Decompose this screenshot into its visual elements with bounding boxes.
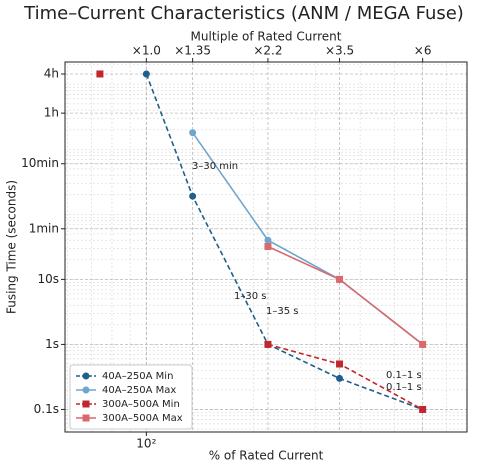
y-axis-label: Fusing Time (seconds) — [5, 180, 19, 314]
marker — [264, 236, 272, 244]
legend-label: 40A–250A Min — [102, 371, 173, 382]
top-tick-label: ×6 — [414, 44, 432, 58]
marker — [189, 192, 197, 200]
y-tick-label: 0.1s — [34, 402, 59, 416]
legend-marker — [82, 414, 90, 422]
y-tick-label: 10s — [37, 272, 59, 286]
chart-title: Time–Current Characteristics (ANM / MEGA… — [23, 3, 464, 24]
marker — [96, 70, 104, 78]
annotation: 3–30 min — [192, 161, 238, 172]
legend-label: 300A–500A Max — [102, 413, 183, 424]
annotation: 0.1–1 s — [386, 382, 422, 393]
marker — [336, 275, 344, 283]
legend-label: 300A–500A Min — [102, 399, 180, 410]
legend-label: 40A–250A Max — [102, 385, 176, 396]
top-tick-label: ×1.0 — [132, 44, 161, 58]
y-tick-label: 1min — [29, 221, 59, 235]
legend-box — [69, 364, 193, 430]
legend-marker — [82, 386, 90, 394]
x-tick-label: 10² — [136, 437, 156, 451]
annotation: 1–30 s — [234, 291, 266, 302]
marker — [264, 243, 272, 251]
y-tick-label: 1s — [45, 337, 59, 351]
top-tick-label: ×2.2 — [253, 44, 282, 58]
legend-marker — [82, 400, 90, 408]
series-line — [267, 245, 424, 346]
marker — [419, 405, 427, 413]
y-tick-label: 4h — [44, 66, 59, 80]
top-tick-label: ×3.5 — [325, 44, 354, 58]
top-axis-label: Multiple of Rated Current — [191, 30, 342, 44]
marker — [142, 70, 150, 78]
x-axis-label: % of Rated Current — [209, 449, 324, 463]
marker — [336, 374, 344, 382]
marker — [336, 360, 344, 368]
marker — [189, 129, 197, 137]
marker — [419, 340, 427, 348]
plot-frame — [64, 61, 468, 433]
legend-marker — [82, 372, 90, 380]
annotation: 0.1–1 s — [386, 370, 422, 381]
marker — [264, 340, 272, 348]
annotation: 1–35 s — [266, 306, 298, 317]
y-tick-label: 10min — [21, 156, 59, 170]
top-tick-label: ×1.35 — [174, 44, 211, 58]
y-tick-label: 1h — [44, 106, 59, 120]
